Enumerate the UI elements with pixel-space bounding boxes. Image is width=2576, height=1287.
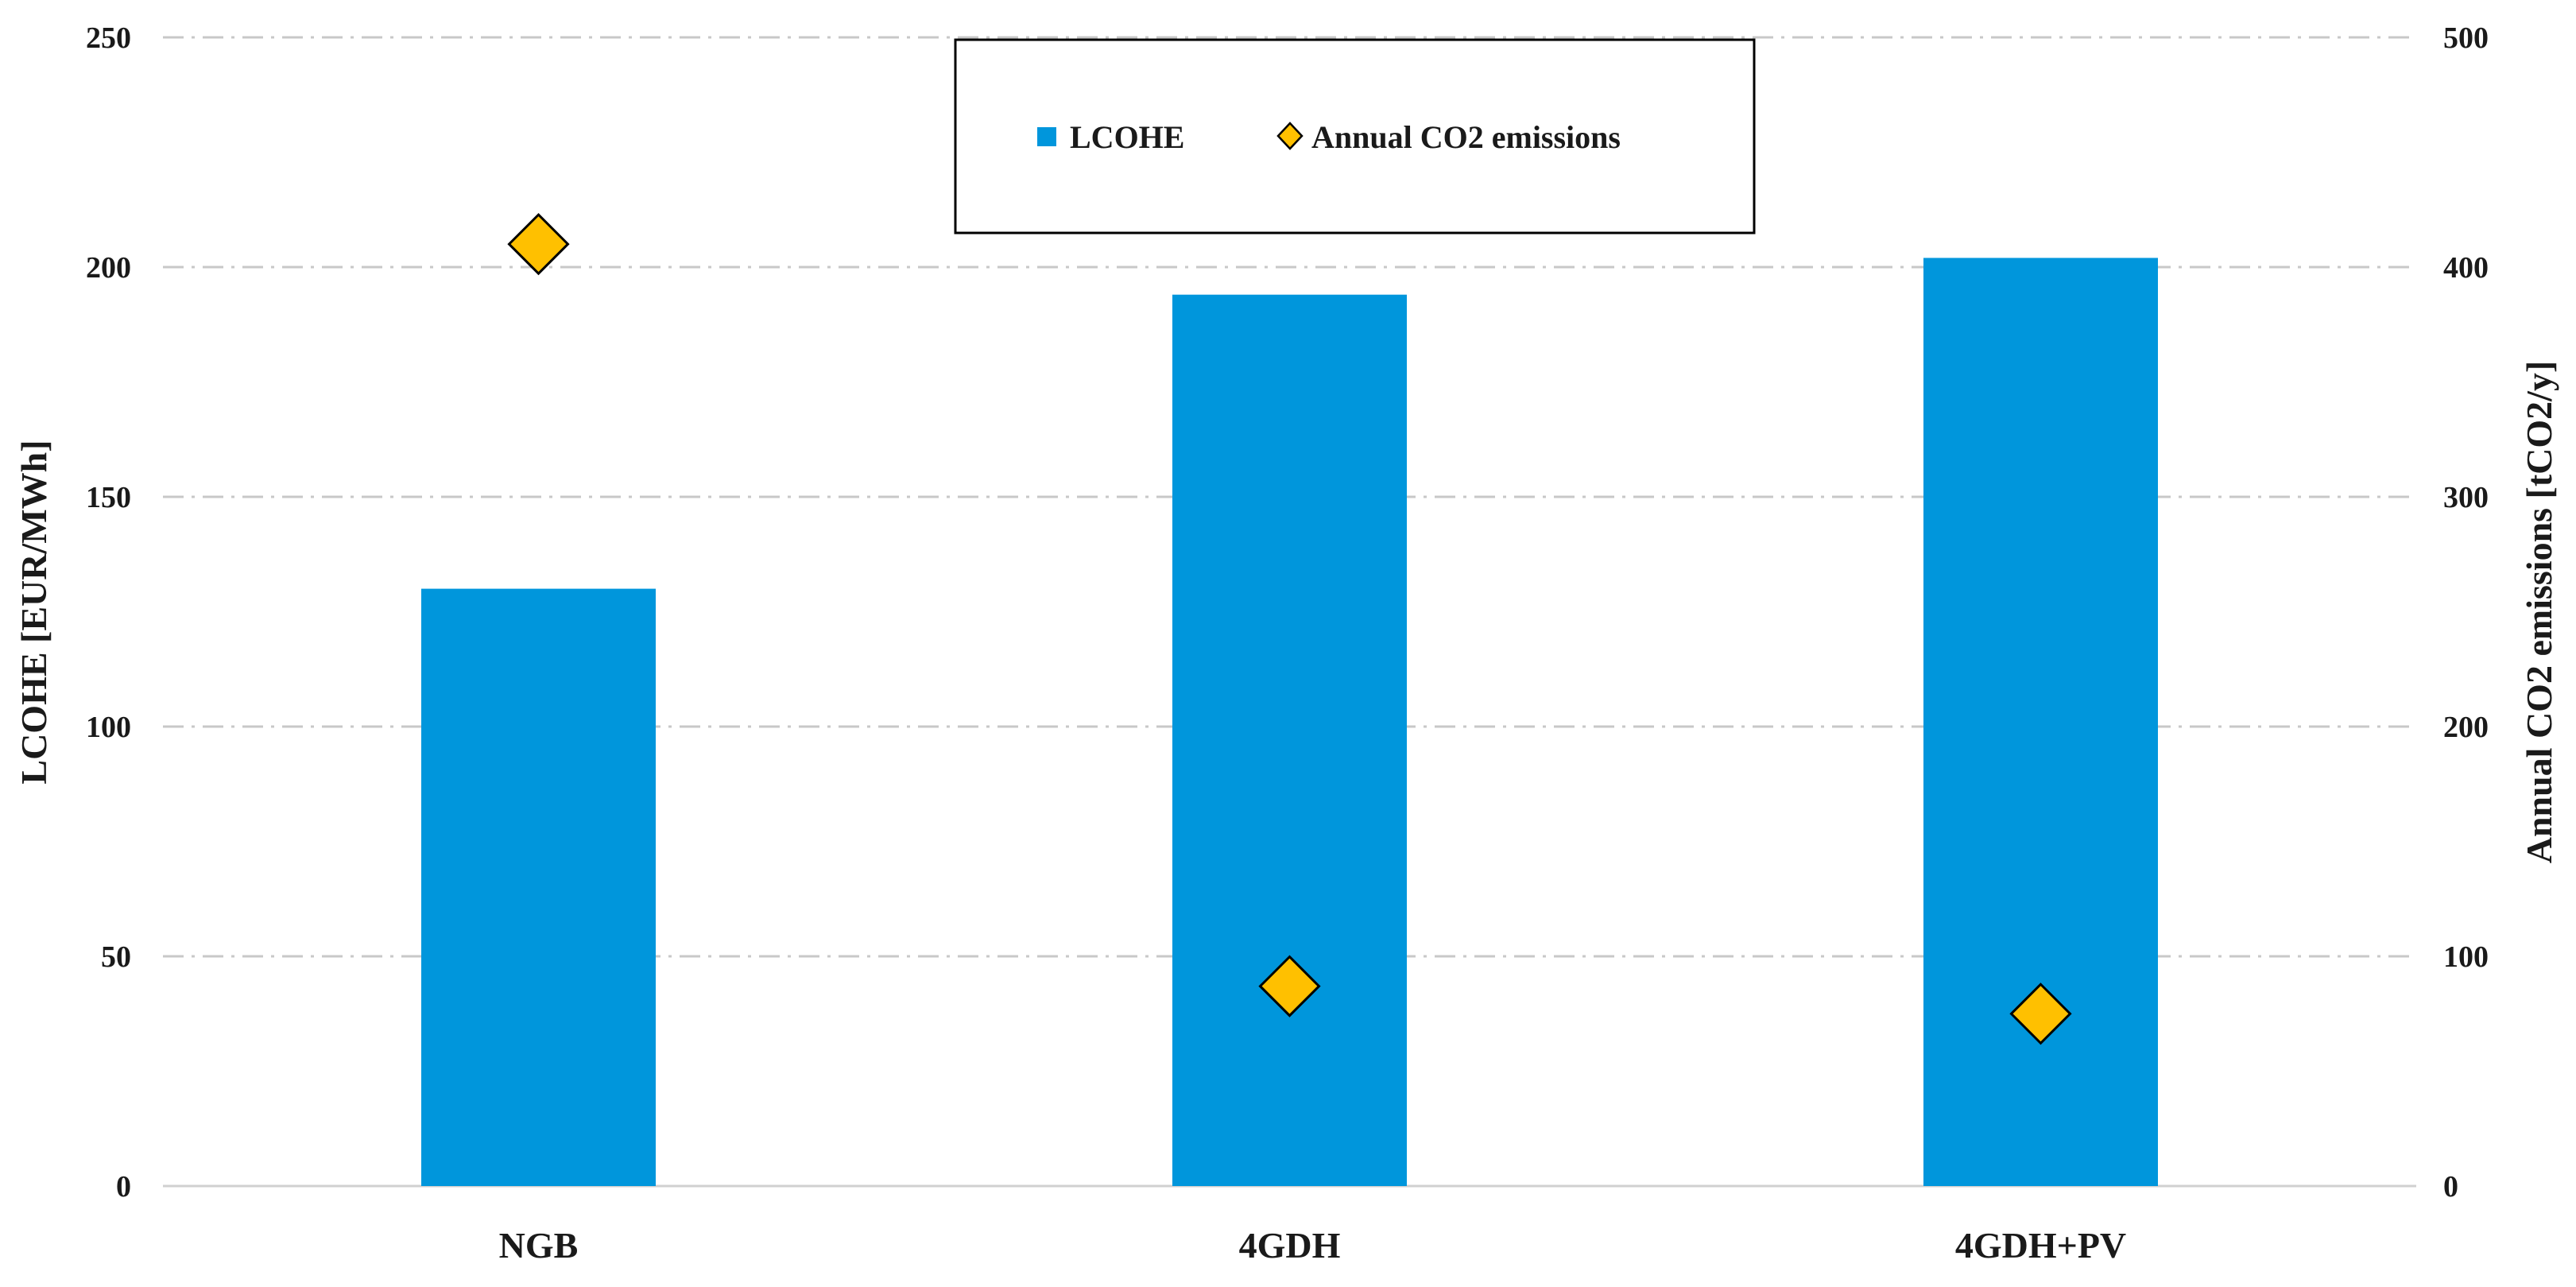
y2-tick-label: 400 [2443,251,2489,285]
x-tick-label: 4GDH [1239,1225,1341,1266]
legend-swatch-co2 [1276,122,1303,150]
bar-lcohe [421,588,656,1186]
y-tick-label: 50 [101,940,131,974]
y-tick-label: 100 [86,711,131,744]
y2-tick-label: 0 [2443,1170,2458,1204]
y-tick-label: 150 [86,481,131,514]
x-tick-label: NGB [499,1225,579,1266]
marker-co2 [507,212,570,276]
tick-labels: 0 50 100 150 200 250 0 100 200 300 400 500 NGB 4GDH 4G… [86,21,2489,1266]
y2-tick-label: 100 [2443,940,2489,974]
marker-co2 [2009,983,2072,1045]
bar-lcohe [1923,258,2158,1187]
y-tick-label: 250 [86,21,131,55]
bar-lcohe [1172,294,1407,1187]
legend-label-co2: Annual CO2 emissions [1311,119,1621,155]
y2-tick-label: 300 [2443,481,2489,514]
y-tick-label: 200 [86,251,131,285]
y2-axis-title: Annual CO2 emissions [tCO2/y] [2519,361,2559,864]
legend-label-lcohe: LCOHE [1070,119,1184,155]
y2-tick-label: 500 [2443,21,2489,55]
y-axis-title: LCOHE [EUR/MWh] [14,440,54,784]
y-tick-label: 0 [116,1170,131,1204]
legend-box [954,38,1756,235]
bars [421,258,2158,1187]
markers [507,212,2072,1045]
y2-tick-label: 200 [2443,711,2489,744]
marker-co2 [1258,955,1321,1018]
legend-swatch-lcohe [1037,127,1056,146]
legend: LCOHE Annual CO2 emissions [954,38,1756,235]
x-tick-label: 4GDH+PV [1955,1225,2126,1266]
